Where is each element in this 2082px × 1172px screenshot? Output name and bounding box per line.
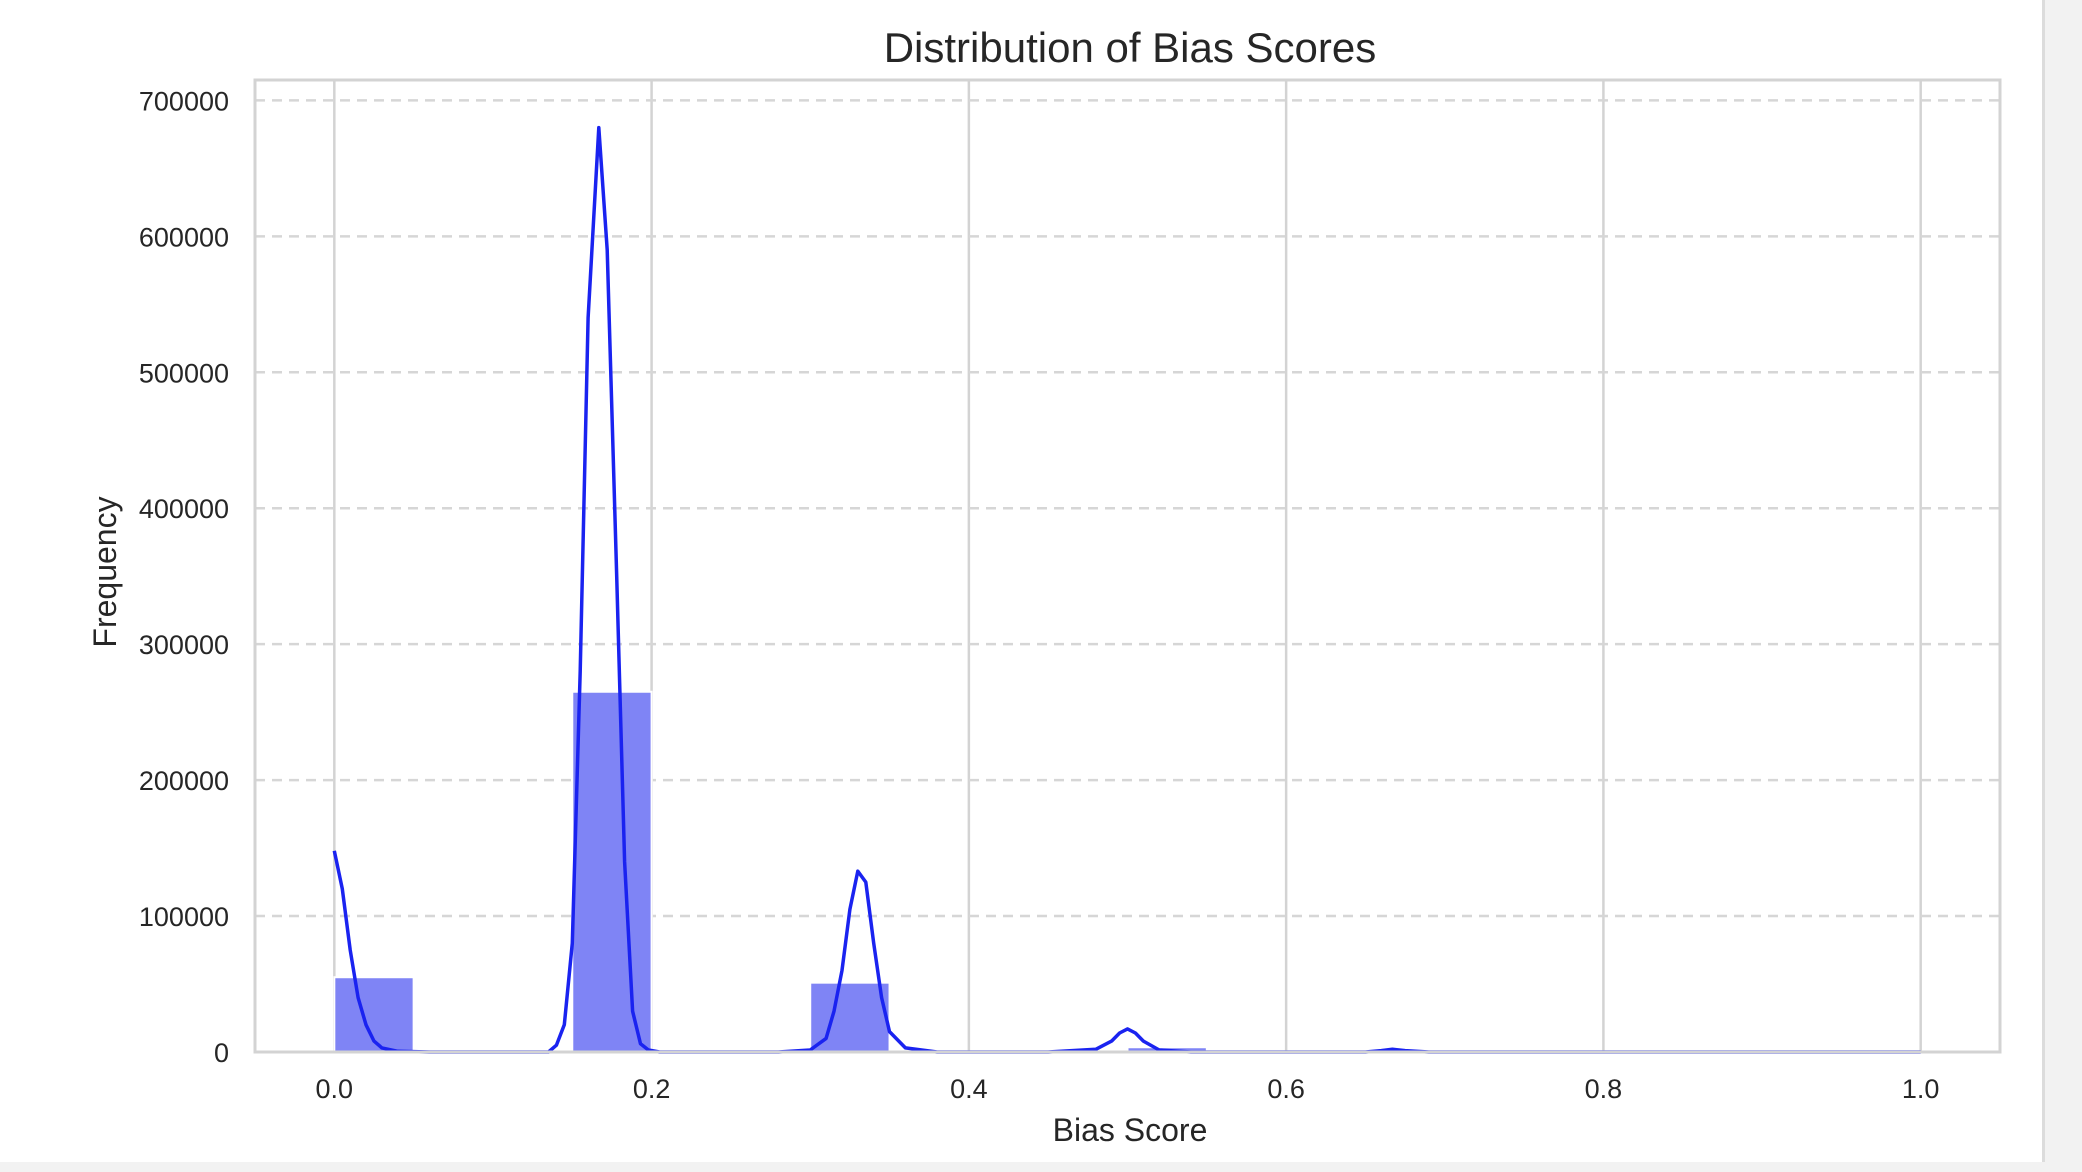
y-tick-label: 300000: [139, 630, 229, 660]
y-tick-label: 100000: [139, 902, 229, 932]
x-tick-label: 0.4: [950, 1074, 988, 1104]
x-tick-label: 0.6: [1267, 1074, 1305, 1104]
x-tick-label: 0.0: [316, 1074, 354, 1104]
histogram-bars: [333, 690, 1922, 1055]
y-tick-label: 700000: [139, 86, 229, 116]
kde-curve: [332, 125, 1921, 1054]
figure-canvas: 0.0 0.2 0.4 0.6 0.8 1.0 0 100000 200000 300000 40…: [0, 0, 2045, 1162]
chart-title: Distribution of Bias Scores: [884, 24, 1377, 71]
x-tick-label: 0.2: [633, 1074, 671, 1104]
y-tick-labels: 0 100000 200000 300000 400000 500000 600000 700…: [139, 86, 229, 1068]
kde-curve-group: [332, 125, 1921, 1054]
x-axis-label: Bias Score: [1053, 1112, 1208, 1148]
x-tick-label: 0.8: [1585, 1074, 1623, 1104]
histogram-chart: 0.0 0.2 0.4 0.6 0.8 1.0 0 100000 200000 300000 40…: [87, 24, 2002, 1148]
histogram-bar: [571, 690, 653, 1053]
y-tick-label: 600000: [139, 222, 229, 252]
y-tick-label: 0: [214, 1038, 229, 1068]
y-tick-label: 500000: [139, 358, 229, 388]
y-axis-label: Frequency: [87, 496, 123, 647]
x-tick-labels: 0.0 0.2 0.4 0.6 0.8 1.0: [316, 1074, 1940, 1104]
y-tick-label: 400000: [139, 494, 229, 524]
y-gridlines: [255, 99, 2000, 918]
plot-frame: [253, 78, 2002, 1054]
x-gridlines: [333, 80, 1922, 1052]
y-tick-label: 200000: [139, 766, 229, 796]
x-tick-label: 1.0: [1902, 1074, 1940, 1104]
